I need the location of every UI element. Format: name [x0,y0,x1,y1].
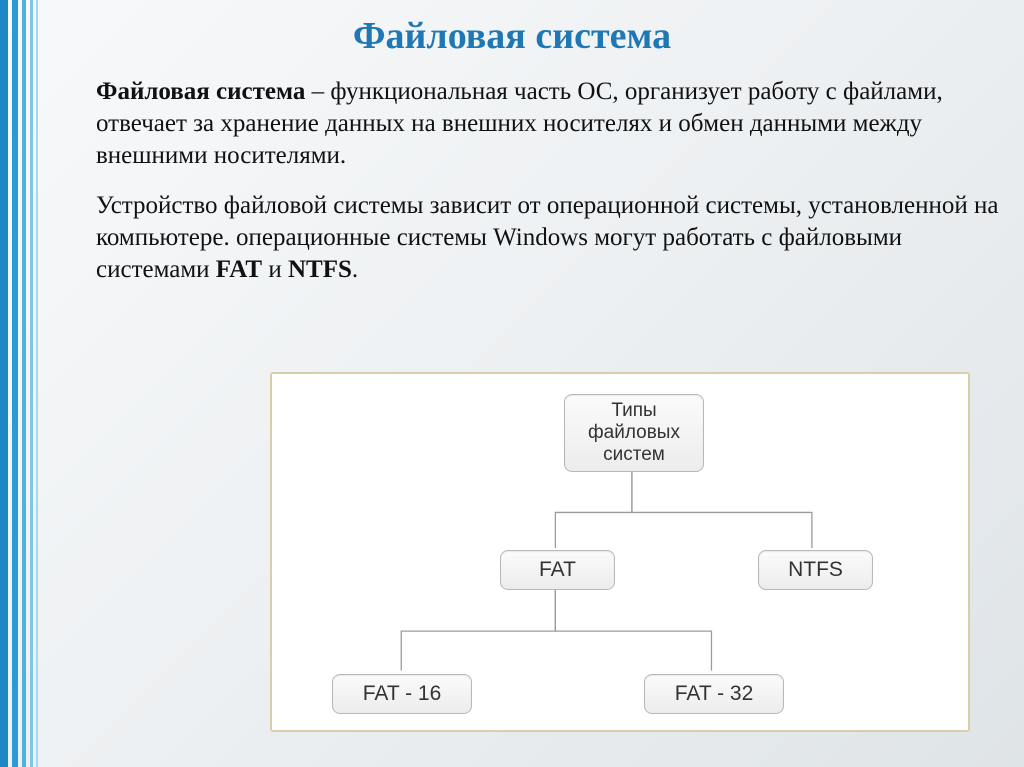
node-fat: FAT [500,550,615,590]
paragraph-1: Файловая система – функциональная часть … [96,76,1004,172]
p2-end: . [352,256,358,283]
node-fat16: FAT - 16 [332,674,472,714]
paragraph-2: Устройство файловой системы зависит от о… [96,190,1004,286]
p2-and: и [262,256,288,283]
node-fat32: FAT - 32 [644,674,784,714]
node-root: Типы файловых систем [564,394,704,472]
p2-fat: FAT [216,256,262,283]
slide-body: Файловая система – функциональная часть … [0,58,1024,286]
node-ntfs: NTFS [758,550,873,590]
p2-ntfs: NTFS [288,256,352,283]
term-lead: Файловая система [96,78,305,105]
filesystem-diagram: Типы файловых систем FAT NTFS FAT - 16 F… [270,372,970,732]
slide-title: Файловая система [0,0,1024,58]
